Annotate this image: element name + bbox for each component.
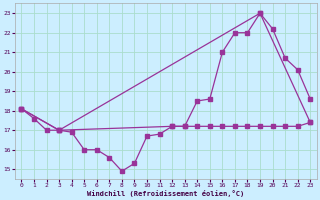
X-axis label: Windchill (Refroidissement éolien,°C): Windchill (Refroidissement éolien,°C) — [87, 190, 244, 197]
